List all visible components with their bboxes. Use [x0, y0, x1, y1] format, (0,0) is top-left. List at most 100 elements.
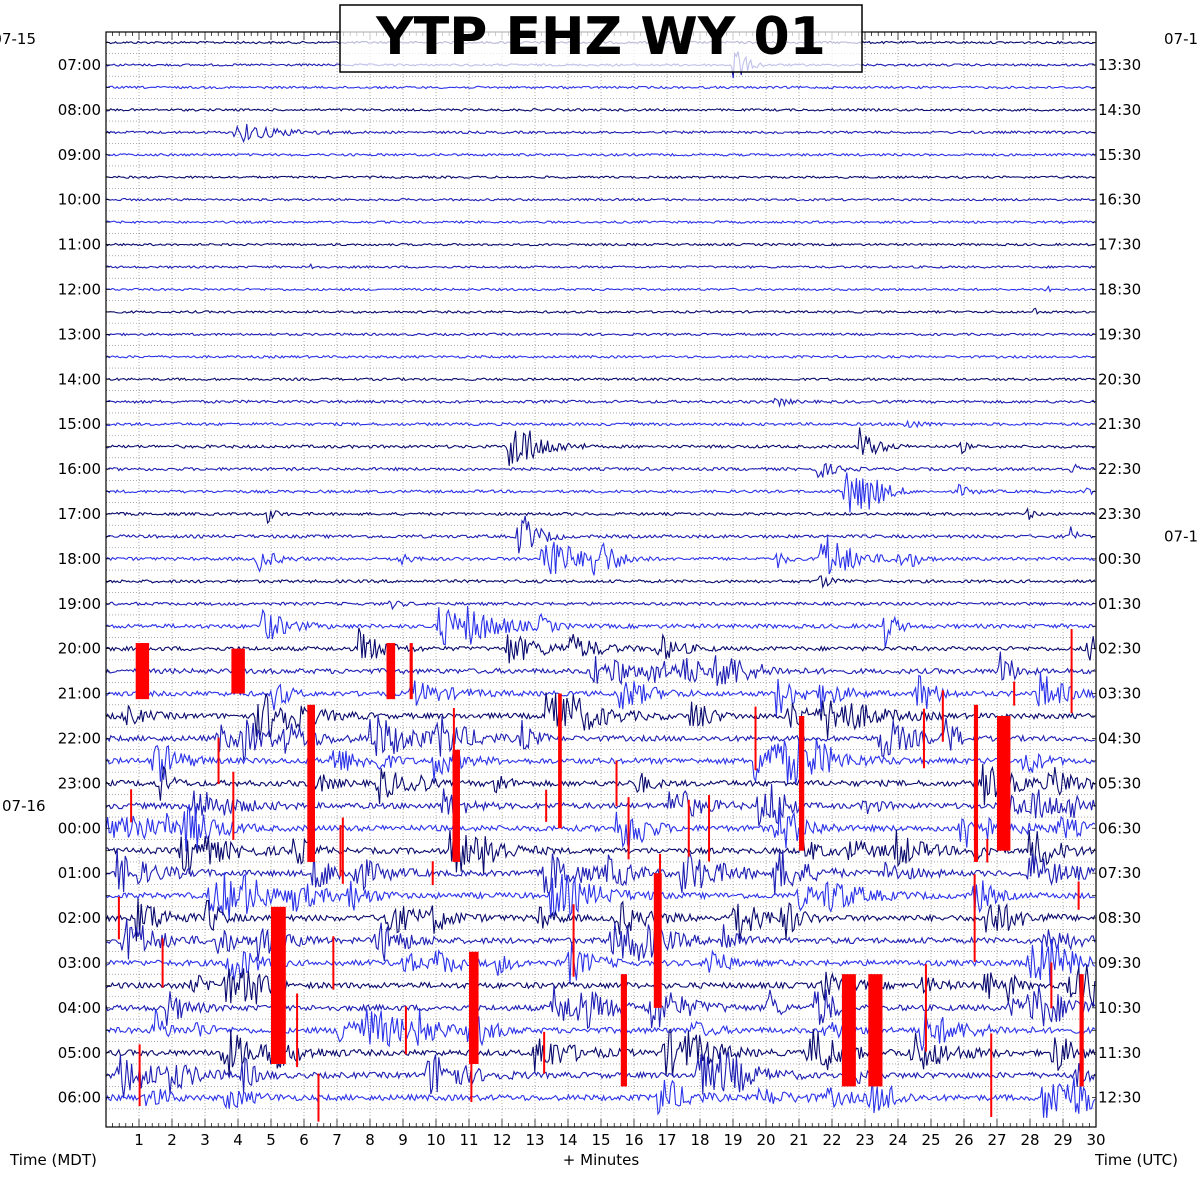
right-hour-label: 07:30	[1098, 864, 1141, 882]
x-tick-label: 27	[987, 1131, 1006, 1149]
trace-line	[105, 152, 1096, 157]
trace-line	[105, 964, 1096, 1008]
trace-line	[105, 307, 1095, 315]
left-axis-label: Time (MDT)	[9, 1151, 97, 1169]
trace-line	[106, 377, 1096, 382]
left-hour-label: 11:00	[58, 236, 101, 254]
clip-bar	[409, 643, 413, 700]
seismic-traces	[105, 40, 1096, 1118]
x-tick-label: 4	[233, 1131, 243, 1149]
right-hour-label: 10:30	[1098, 999, 1141, 1017]
clip-bar	[841, 974, 856, 1087]
trace-line	[105, 332, 1096, 337]
clip-bar	[973, 874, 976, 962]
clip-bar	[543, 1031, 546, 1074]
clip-bar	[924, 964, 927, 1052]
clip-bar	[161, 938, 164, 988]
right-hour-label: 01:30	[1098, 595, 1141, 613]
trace-line	[105, 242, 1096, 247]
trace-line	[105, 397, 1096, 409]
x-tick-label: 8	[365, 1131, 375, 1149]
clip-bar	[341, 817, 344, 884]
clip-bar	[986, 838, 989, 863]
left-hour-label: 19:00	[58, 595, 101, 613]
x-tick-label: 18	[690, 1131, 709, 1149]
x-tick-label: 3	[200, 1131, 210, 1149]
trace-line	[105, 575, 1096, 589]
x-tick-label: 23	[855, 1131, 874, 1149]
clip-bar	[799, 716, 805, 851]
left-hour-label: 13:00	[58, 325, 101, 343]
clip-bar	[469, 951, 479, 1064]
left-hour-label: 08:00	[58, 101, 101, 119]
trace-line	[105, 671, 1096, 717]
left-hour-label: 12:00	[58, 280, 101, 298]
trace-line	[105, 898, 1096, 942]
trace-line	[105, 427, 1096, 466]
clip-bar	[271, 906, 286, 1064]
x-tick-labels: 1 2 3 4 5 6 7 8 9 10 11 12 13 14 15 16 17 18 19 20 21 22 23 24 2…	[134, 1131, 1105, 1149]
trace-line	[105, 651, 1096, 686]
right-hour-label: 02:30	[1098, 640, 1141, 658]
trace-line	[105, 536, 1095, 576]
trace-line	[105, 737, 1095, 785]
right-hour-label: 16:30	[1098, 191, 1141, 209]
clip-bar	[404, 1006, 407, 1055]
clip-bar	[754, 706, 757, 771]
x-tick-label: 5	[266, 1131, 276, 1149]
clip-bar	[339, 825, 342, 877]
left-hour-label: 23:00	[58, 774, 101, 792]
clip-bar	[386, 643, 396, 700]
clip-bar	[941, 690, 944, 742]
clip-bar	[1013, 681, 1016, 706]
right-hour-label: 15:30	[1098, 146, 1141, 164]
right-hour-label: 08:30	[1098, 909, 1141, 927]
clip-bar	[332, 936, 335, 990]
x-tick-label: 16	[624, 1131, 643, 1149]
trace-line	[105, 1008, 1096, 1051]
left-hour-label: 20:00	[58, 640, 101, 658]
right-hour-label: 21:30	[1098, 415, 1141, 433]
right-hour-label: 11:30	[1098, 1044, 1141, 1062]
clip-bar	[997, 716, 1011, 851]
right-hour-label: 22:30	[1098, 460, 1141, 478]
clip-bar	[452, 708, 455, 769]
x-tick-label: 9	[398, 1131, 408, 1149]
clip-bar	[653, 873, 662, 1008]
left-hour-label: 02:00	[58, 909, 101, 927]
left-date-label: 07-16	[2, 797, 46, 815]
trace-line	[105, 985, 1096, 1030]
clip-bar	[627, 797, 630, 860]
clip-bar	[659, 853, 662, 938]
right-hour-label: 20:30	[1098, 370, 1141, 388]
left-hour-labels: 07:00 08:00 09:00 10:00 11:00 12:00 13:00 14:00…	[0, 30, 101, 1107]
trace-line	[105, 1028, 1096, 1077]
left-date-label: 07-15	[0, 30, 36, 48]
trace-line	[105, 85, 1096, 90]
x-tick-label: 25	[921, 1131, 940, 1149]
trace-line	[105, 605, 1095, 649]
x-tick-label: 19	[723, 1131, 742, 1149]
right-hour-label: 18:30	[1098, 280, 1141, 298]
clip-bar	[620, 974, 627, 1087]
right-date-label: 07-1	[1164, 30, 1198, 48]
trace-line	[105, 506, 1096, 525]
right-hour-labels: 13:30 14:30 15:30 16:30 17:30 18:30 19:30 20:30…	[1098, 30, 1198, 1107]
left-hour-label: 18:00	[58, 550, 101, 568]
chart-title: YTP EHZ WY 01	[375, 7, 826, 67]
left-hour-label: 05:00	[58, 1044, 101, 1062]
clip-bar	[1070, 629, 1073, 714]
left-hour-label: 17:00	[58, 505, 101, 523]
right-date-label: 07-1	[1164, 527, 1198, 545]
trace-line	[105, 918, 1096, 962]
clip-bar	[572, 904, 575, 977]
right-axis-label: Time (UTC)	[1094, 1151, 1178, 1169]
trace-line	[106, 197, 1095, 202]
clip-bar	[452, 749, 460, 862]
clip-bar	[117, 896, 120, 940]
trace-line	[105, 627, 1096, 664]
left-hour-label: 15:00	[58, 415, 101, 433]
trace-line	[105, 175, 1095, 180]
clip-bar	[217, 737, 220, 785]
